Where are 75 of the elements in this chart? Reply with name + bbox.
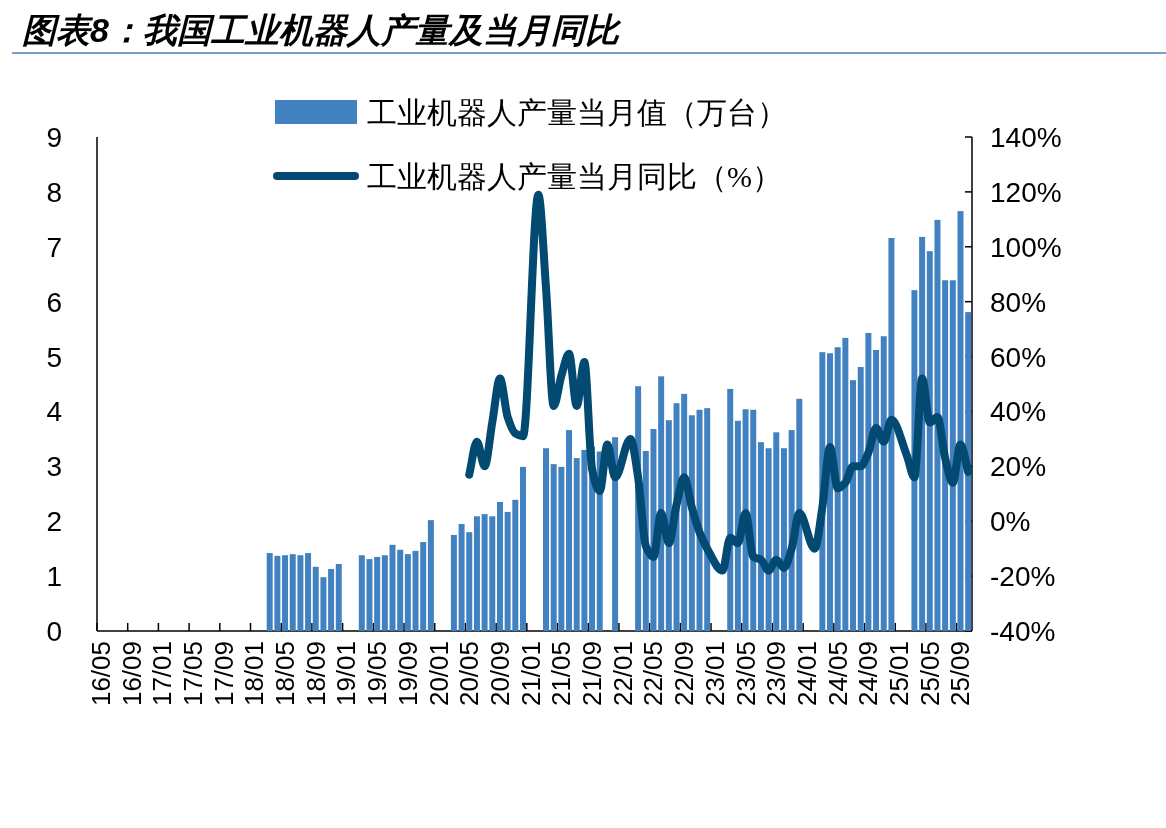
x-tick-label: 17/05 — [177, 641, 208, 707]
y2-tick-label: 60% — [990, 341, 1047, 373]
y-tick-label: 0 — [46, 615, 62, 647]
bar — [374, 556, 381, 631]
x-tick-label: 21/05 — [546, 641, 577, 707]
y2-tick-label: 40% — [990, 395, 1047, 427]
x-tick-label: 17/09 — [208, 641, 239, 707]
x-tick-label: 23/01 — [699, 641, 730, 707]
y-tick-label: 5 — [46, 341, 62, 373]
y2-tick-label: 120% — [990, 176, 1062, 208]
x-tick-label: 20/01 — [423, 641, 454, 707]
y-tick-label: 4 — [46, 395, 62, 427]
x-tick-label: 18/09 — [300, 641, 331, 707]
bar — [681, 393, 688, 631]
bar — [305, 553, 312, 631]
x-tick-label: 22/09 — [669, 641, 700, 707]
x-tick-label: 24/05 — [822, 641, 853, 707]
bar — [397, 549, 404, 631]
x-tick-label: 24/09 — [853, 641, 884, 707]
y-tick-label: 9 — [46, 121, 62, 153]
x-tick-label: 17/01 — [147, 641, 178, 707]
bar — [543, 448, 550, 631]
x-tick-label: 25/09 — [945, 641, 976, 707]
bar — [427, 520, 434, 631]
x-tick-label: 18/01 — [239, 641, 270, 707]
bar — [473, 516, 480, 631]
bar — [727, 388, 734, 631]
legend-label: 工业机器人产量当月值（万台） — [367, 95, 787, 129]
bar — [496, 502, 503, 631]
x-tick-label: 21/09 — [577, 641, 608, 707]
x-tick-label: 19/05 — [362, 641, 393, 707]
bar — [335, 564, 342, 631]
bar — [734, 420, 741, 631]
y-tick-label: 2 — [46, 505, 62, 537]
y-tick-label: 7 — [46, 231, 62, 263]
bar — [519, 466, 526, 631]
x-tick-label: 23/05 — [730, 641, 761, 707]
bar — [404, 554, 411, 631]
bar — [780, 448, 787, 631]
y-tick-label: 3 — [46, 450, 62, 482]
bar — [328, 568, 335, 631]
y2-tick-label: 140% — [990, 121, 1062, 153]
x-tick-label: 25/05 — [914, 641, 945, 707]
y2-tick-label: 0% — [990, 505, 1031, 537]
x-tick-label: 25/01 — [884, 641, 915, 707]
bar — [757, 442, 764, 631]
y2-tick-label: -20% — [990, 560, 1056, 592]
bar — [873, 349, 880, 631]
legend-label: 工业机器人产量当月同比（%） — [367, 159, 782, 193]
bar — [282, 555, 289, 631]
x-tick-label: 19/09 — [392, 641, 423, 707]
x-tick-label: 16/05 — [85, 641, 116, 707]
x-tick-label: 16/09 — [116, 641, 147, 707]
y2-tick-label: -40% — [990, 615, 1056, 647]
bar — [850, 380, 857, 631]
y2-tick-label: 80% — [990, 286, 1047, 318]
x-tick-label: 23/09 — [761, 641, 792, 707]
x-tick-label: 21/01 — [515, 641, 546, 707]
y-tick-label: 8 — [46, 176, 62, 208]
bar — [566, 430, 573, 631]
x-tick-label: 19/01 — [331, 641, 362, 707]
x-tick-label: 20/05 — [454, 641, 485, 707]
x-tick-label: 20/09 — [484, 641, 515, 707]
x-tick-label: 24/01 — [791, 641, 822, 707]
bar — [450, 534, 457, 631]
y-tick-label: 1 — [46, 560, 62, 592]
bar — [381, 555, 388, 631]
x-tick-label: 22/01 — [607, 641, 638, 707]
y2-tick-label: 100% — [990, 231, 1062, 263]
x-tick-label: 22/05 — [638, 641, 669, 707]
y2-tick-label: 20% — [990, 450, 1047, 482]
x-tick-label: 18/05 — [270, 641, 301, 707]
bar — [965, 312, 972, 631]
title: 图表8：我国工业机器人产量及当月同比 — [22, 11, 619, 49]
y-tick-label: 6 — [46, 286, 62, 318]
